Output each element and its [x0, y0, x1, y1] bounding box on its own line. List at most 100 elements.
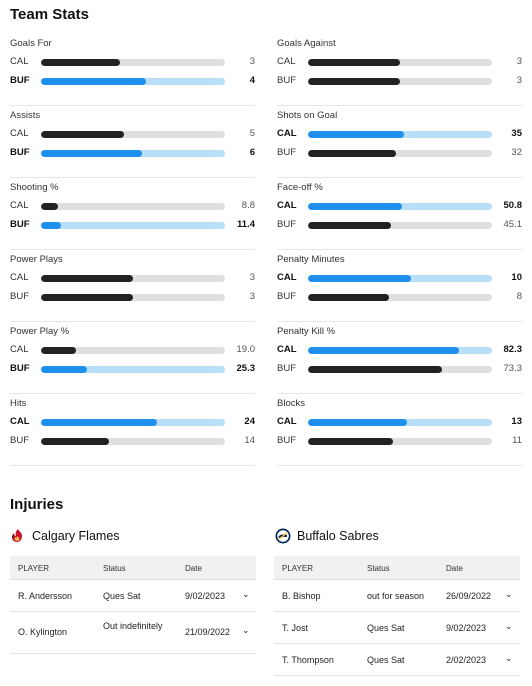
team-abbrev: CAL — [10, 200, 29, 211]
stat-bar-track — [41, 131, 225, 138]
chevron-down-icon[interactable]: ⌄ — [505, 653, 513, 663]
team-abbrev: CAL — [277, 128, 297, 139]
team-abbrev: BUF — [10, 435, 29, 446]
stat-bar-track — [41, 347, 225, 354]
stat-value: 8.8 — [241, 200, 255, 211]
stat-label: Power Plays — [10, 254, 63, 265]
stat-row: BUF 25.3 — [10, 362, 255, 376]
injury-date: 21/09/2022 — [185, 627, 231, 637]
injuries-title: Injuries — [10, 496, 64, 513]
team-abbrev: CAL — [277, 56, 296, 67]
stat-block: Penalty Minutes CAL 10 BUF 8 — [277, 250, 522, 322]
stat-value: 50.8 — [503, 200, 523, 211]
team-abbrev: CAL — [10, 416, 30, 427]
stat-bar-fill — [308, 222, 391, 229]
stat-block: Blocks CAL 13 BUF 11 — [277, 394, 522, 466]
divider — [10, 393, 255, 394]
buffalo-team-header: Buffalo Sabres — [275, 528, 379, 546]
stat-value: 3 — [516, 75, 522, 86]
stat-bar-fill — [41, 347, 76, 354]
injury-date: 9/02/2023 — [446, 623, 487, 633]
stat-value: 3 — [249, 272, 255, 283]
stat-bar-track — [41, 366, 225, 373]
team-abbrev: CAL — [10, 56, 29, 67]
table-row[interactable]: T. Jost Ques Sat 9/02/2023 ⌄ — [274, 612, 520, 644]
team-abbrev: BUF — [10, 147, 30, 158]
stat-bar-fill — [308, 78, 400, 85]
stat-block: Shots on Goal CAL 35 BUF 32 — [277, 106, 522, 178]
stat-block: Power Play % CAL 19.0 BUF 25.3 — [10, 322, 255, 394]
chevron-down-icon[interactable]: ⌄ — [505, 621, 513, 631]
stat-bar-track — [308, 78, 492, 85]
stat-value: 14 — [244, 435, 255, 446]
stat-label: Face-off % — [277, 182, 323, 193]
stat-row: BUF 4 — [10, 74, 255, 88]
divider — [10, 465, 255, 466]
stat-bar-fill — [308, 203, 402, 210]
team-abbrev: CAL — [10, 344, 29, 355]
stat-value: 10 — [511, 272, 522, 283]
stat-bar-track — [308, 366, 492, 373]
status-column-header: Status — [367, 564, 390, 573]
stat-row: CAL 82.3 — [277, 343, 522, 357]
player-name: B. Bishop — [282, 591, 321, 601]
stat-label: Goals Against — [277, 38, 336, 49]
table-header: PLAYER Status Date — [274, 556, 520, 580]
chevron-down-icon[interactable]: ⌄ — [242, 625, 250, 635]
stat-bar-track — [308, 419, 492, 426]
table-header: PLAYER Status Date — [10, 556, 256, 580]
stat-bar-track — [308, 131, 492, 138]
table-row[interactable]: O. Kylington Out indefinitely 21/09/2022… — [10, 612, 256, 654]
injury-date: 26/09/2022 — [446, 591, 492, 601]
calgary-team-header: Calgary Flames — [10, 528, 120, 546]
player-name: T. Thompson — [282, 655, 334, 665]
stat-row: CAL 50.8 — [277, 199, 522, 213]
stat-row: BUF 8 — [277, 290, 522, 304]
stat-block: Assists CAL 5 BUF 6 — [10, 106, 255, 178]
divider — [277, 321, 522, 322]
stat-value: 3 — [516, 56, 522, 67]
stat-value: 32 — [511, 147, 522, 158]
buffalo-injury-table: PLAYER Status Date B. Bishop out for sea… — [274, 556, 520, 676]
team-abbrev: BUF — [277, 75, 296, 86]
table-row[interactable]: R. Andersson Ques Sat 9/02/2023 ⌄ — [10, 580, 256, 612]
stat-bar-track — [308, 222, 492, 229]
divider — [10, 105, 255, 106]
stat-row: CAL 10 — [277, 271, 522, 285]
stat-row: CAL 3 — [10, 271, 255, 285]
stat-label: Power Play % — [10, 326, 70, 337]
stat-value: 3 — [249, 56, 255, 67]
sabres-logo-icon — [275, 528, 291, 544]
stat-bar-fill — [308, 347, 459, 354]
stat-bar-track — [41, 150, 225, 157]
chevron-down-icon[interactable]: ⌄ — [242, 589, 250, 599]
stat-row: BUF 11 — [277, 434, 522, 448]
stat-bar-fill — [41, 150, 143, 157]
divider — [277, 177, 522, 178]
player-status: out for season — [367, 591, 425, 601]
stat-label: Shots on Goal — [277, 110, 338, 121]
stat-bar-track — [41, 59, 225, 66]
stat-bar-fill — [308, 419, 408, 426]
stat-bar-track — [308, 59, 492, 66]
stat-bar-fill — [308, 131, 404, 138]
team-abbrev: BUF — [10, 291, 29, 302]
team-abbrev: BUF — [277, 219, 296, 230]
stat-value: 5 — [249, 128, 255, 139]
calgary-team-name: Calgary Flames — [32, 529, 120, 543]
stat-bar-fill — [41, 275, 133, 282]
stat-value: 24 — [244, 416, 255, 427]
status-column-header: Status — [103, 564, 126, 573]
table-row[interactable]: T. Thompson Ques Sat 2/02/2023 ⌄ — [274, 644, 520, 676]
stat-value: 6 — [249, 147, 255, 158]
stat-block: Shooting % CAL 8.8 BUF 11.4 — [10, 178, 255, 250]
stat-bar-fill — [308, 294, 389, 301]
stat-bar-fill — [41, 419, 157, 426]
chevron-down-icon[interactable]: ⌄ — [505, 589, 513, 599]
table-row[interactable]: B. Bishop out for season 26/09/2022 ⌄ — [274, 580, 520, 612]
stat-row: BUF 3 — [10, 290, 255, 304]
divider — [10, 249, 255, 250]
player-name: O. Kylington — [18, 627, 68, 637]
stat-label: Penalty Kill % — [277, 326, 336, 337]
stat-row: BUF 32 — [277, 146, 522, 160]
